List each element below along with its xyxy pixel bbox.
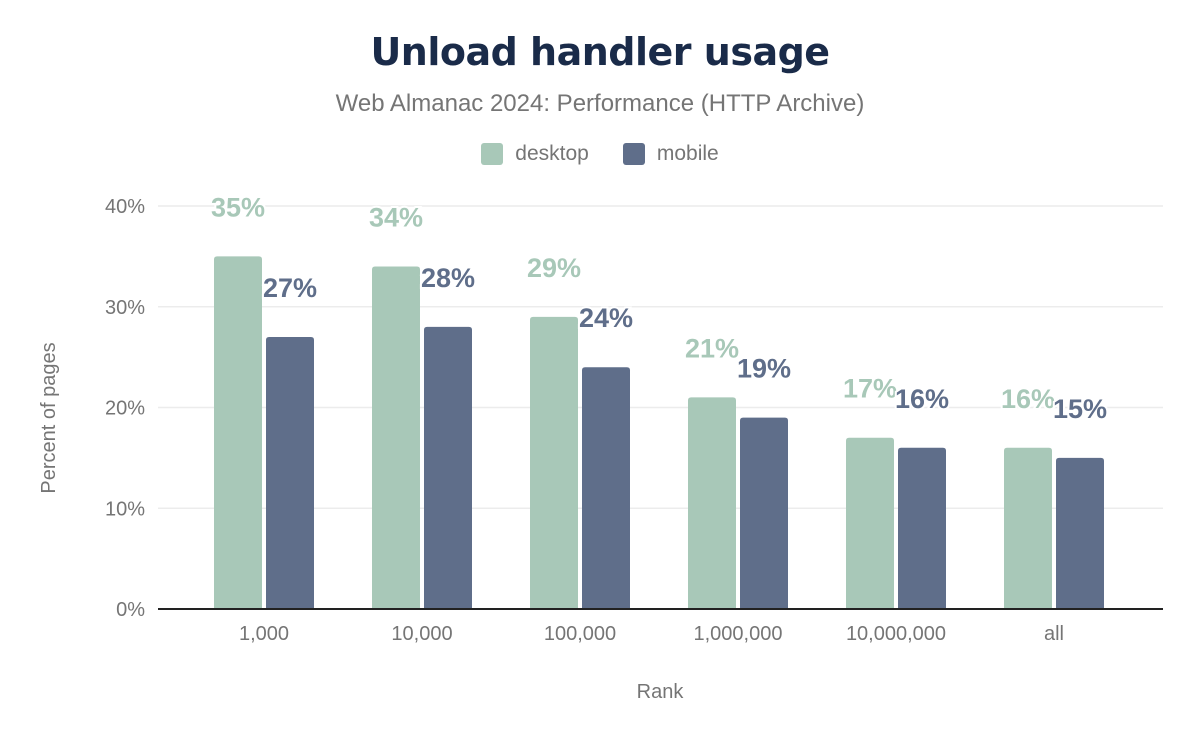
bar-desktop bbox=[846, 437, 894, 609]
x-tick-label: 1,000,000 bbox=[694, 623, 783, 645]
legend-label-desktop: desktop bbox=[515, 142, 589, 165]
bar-desktop bbox=[688, 397, 736, 609]
data-label-mobile: 28% bbox=[421, 263, 475, 293]
bar-mobile bbox=[266, 336, 314, 609]
y-axis-label: Percent of pages bbox=[38, 342, 60, 493]
x-tick-label: 10,000 bbox=[391, 623, 452, 645]
data-label-mobile: 19% bbox=[737, 354, 791, 384]
bar-mobile bbox=[740, 417, 788, 609]
y-tick-label: 30% bbox=[105, 297, 145, 319]
chart-title: Unload handler usage bbox=[370, 30, 830, 74]
legend-swatch-mobile bbox=[622, 143, 645, 165]
x-tick-label: all bbox=[1044, 623, 1064, 645]
data-label-desktop: 29% bbox=[527, 253, 581, 283]
bar-desktop bbox=[1004, 447, 1052, 609]
legend: desktop mobile bbox=[0, 142, 1200, 166]
y-tick-label: 10% bbox=[105, 498, 145, 520]
y-tick-label: 0% bbox=[116, 599, 145, 621]
x-tick-label: 100,000 bbox=[544, 623, 616, 645]
bar-desktop bbox=[372, 266, 420, 609]
bar-mobile bbox=[424, 326, 472, 609]
data-label-mobile: 15% bbox=[1053, 394, 1107, 424]
bar-mobile bbox=[898, 447, 946, 609]
legend-item-desktop[interactable]: desktop bbox=[481, 142, 589, 166]
data-label-desktop: 17% bbox=[843, 374, 897, 404]
x-tick-label: 10,000,000 bbox=[846, 623, 946, 645]
bar-desktop bbox=[214, 256, 262, 609]
y-tick-label: 40% bbox=[105, 196, 145, 218]
bar-mobile bbox=[1056, 457, 1104, 609]
bar-mobile bbox=[582, 367, 630, 609]
data-label-mobile: 24% bbox=[579, 303, 633, 333]
legend-item-mobile[interactable]: mobile bbox=[622, 142, 719, 166]
x-tick-label: 1,000 bbox=[239, 623, 289, 645]
data-label-desktop: 16% bbox=[1001, 384, 1055, 414]
data-label-mobile: 27% bbox=[263, 273, 317, 303]
legend-label-mobile: mobile bbox=[656, 142, 719, 165]
data-label-desktop: 35% bbox=[211, 192, 265, 222]
y-tick-label: 20% bbox=[105, 398, 145, 420]
x-axis-label: Rank bbox=[637, 681, 685, 703]
data-label-desktop: 34% bbox=[369, 202, 423, 232]
chart-subtitle: Web Almanac 2024: Performance (HTTP Arch… bbox=[335, 90, 865, 117]
bar-desktop bbox=[530, 316, 578, 609]
data-label-mobile: 16% bbox=[895, 384, 949, 414]
data-label-desktop: 21% bbox=[685, 333, 739, 363]
legend-swatch-desktop bbox=[481, 143, 504, 165]
